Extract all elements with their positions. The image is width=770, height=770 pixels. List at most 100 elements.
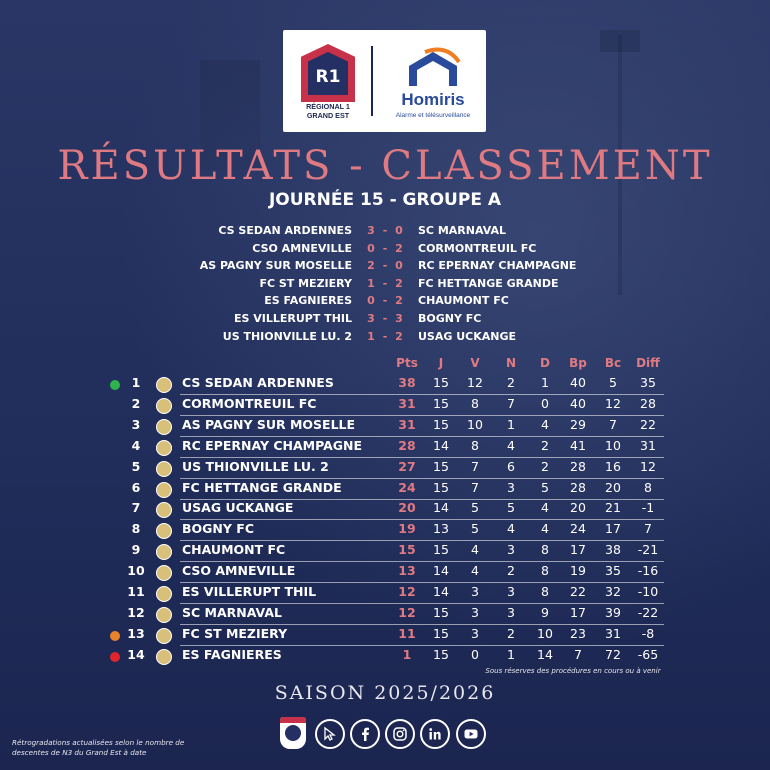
team-name: FC HETTANGE GRANDE — [182, 479, 342, 495]
result-home-score: 3 — [367, 224, 375, 237]
standings-row: 5 US THIONVILLE LU. 2 27 15 7 6 2 28 16 12 — [0, 459, 770, 480]
result-home-score: 0 — [367, 294, 375, 308]
team-name: ES FAGNIERES — [182, 646, 282, 662]
stat-diff: 31 — [640, 437, 656, 453]
result-home-team: CS SEDAN ARDENNES — [218, 224, 352, 237]
header-d: D — [540, 356, 550, 370]
stat-v: 10 — [467, 416, 483, 432]
header-bc: Bc — [604, 356, 622, 370]
row-divider — [180, 394, 664, 395]
status-dot — [110, 630, 120, 641]
stat-j: 15 — [433, 458, 449, 474]
result-home-team: US THIONVILLE LU. 2 — [222, 329, 352, 343]
team-crest-icon — [156, 606, 172, 623]
stat-bp: 7 — [574, 646, 582, 662]
stat-bc: 20 — [605, 479, 621, 495]
stat-j: 14 — [433, 563, 449, 579]
row-divider — [180, 582, 664, 584]
header-n: N — [505, 356, 517, 370]
facebook-icon[interactable] — [350, 719, 380, 749]
logo-panel: R1 RÉGIONAL 1 GRAND EST Homiris Alarme e… — [283, 30, 486, 132]
result-home-score: 1 — [367, 276, 375, 290]
cursor-icon[interactable] — [315, 719, 345, 749]
stat-diff: -1 — [641, 500, 655, 516]
result-home-team: CSO AMNEVILLE — [252, 241, 352, 255]
header-v: V — [470, 356, 480, 370]
stat-j: 15 — [433, 625, 449, 641]
stat-j: 15 — [433, 604, 449, 620]
result-row: FC ST MEZIERY 1-2 FC HETTANGE GRANDE — [0, 277, 770, 294]
result-row: CSO AMNEVILLE 0-2 CORMONTREUIL FC — [0, 242, 770, 259]
standings-row: 4 RC EPERNAY CHAMPAGNE 28 14 8 4 2 41 10 31 — [0, 438, 770, 459]
standings-row: 8 BOGNY FC 19 13 5 4 4 24 17 7 — [0, 521, 770, 542]
stat-j: 15 — [433, 375, 449, 390]
stat-diff: 22 — [640, 416, 656, 432]
result-away-score: 2 — [395, 329, 403, 343]
team-name: FC ST MEZIERY — [182, 625, 288, 641]
result-away-score: 0 — [395, 224, 403, 237]
result-score-dash: - — [382, 241, 388, 255]
header-diff: Diff — [636, 356, 660, 370]
stat-bp: 28 — [570, 479, 586, 495]
result-row: US THIONVILLE LU. 2 1-2 USAG UCKANGE — [0, 330, 770, 347]
stat-j: 13 — [433, 521, 449, 537]
standings-row: 2 CORMONTREUIL FC 31 15 8 7 0 40 12 28 — [0, 396, 770, 417]
team-name: CSO AMNEVILLE — [182, 563, 296, 579]
stat-d: 0 — [541, 395, 549, 411]
result-away-team: SC MARNAVAL — [418, 224, 507, 237]
header-pts: Pts — [396, 356, 418, 370]
stat-bp: 41 — [570, 437, 586, 453]
team-crest-icon — [156, 418, 172, 435]
team-crest-icon — [156, 502, 172, 519]
team-rank: 1 — [131, 375, 141, 390]
stat-v: 12 — [467, 375, 483, 390]
standings-row: 11 ES VILLERUPT THIL 12 14 3 3 8 22 32 -10 — [0, 584, 770, 605]
stat-n: 4 — [507, 521, 515, 537]
result-row: ES FAGNIERES 0-2 CHAUMONT FC — [0, 294, 770, 311]
stat-j: 14 — [433, 584, 449, 599]
r1-logo: R1 — [301, 44, 355, 102]
team-rank: 4 — [131, 437, 141, 453]
standings-row: 10 CSO AMNEVILLE 13 14 4 2 8 19 35 -16 — [0, 563, 770, 584]
result-home-score: 3 — [367, 312, 375, 325]
stat-v: 7 — [471, 479, 479, 495]
instagram-icon[interactable] — [385, 719, 415, 749]
stat-d: 4 — [541, 500, 549, 516]
stat-d: 14 — [537, 646, 553, 662]
stat-n: 2 — [507, 375, 515, 390]
homiris-house-icon — [409, 47, 461, 86]
team-rank: 7 — [131, 500, 141, 516]
row-divider — [180, 644, 664, 646]
stat-bc: 7 — [609, 416, 617, 432]
standings-row: 1 CS SEDAN ARDENNES 38 15 12 2 1 40 5 35 — [0, 375, 770, 396]
linkedin-icon[interactable] — [420, 719, 450, 749]
status-dot — [110, 380, 120, 390]
result-home-team: AS PAGNY SUR MOSELLE — [199, 259, 352, 273]
result-row: CS SEDAN ARDENNES 3-0 SC MARNAVAL — [0, 224, 770, 241]
stat-diff: -21 — [637, 542, 659, 558]
stat-d: 8 — [541, 542, 549, 558]
result-away-score: 0 — [395, 259, 403, 273]
stat-v: 4 — [471, 563, 479, 579]
stat-diff: 28 — [640, 395, 656, 411]
team-crest-icon — [156, 481, 172, 498]
row-divider — [180, 561, 664, 563]
header-bp: Bp — [569, 356, 587, 370]
stat-n: 3 — [507, 584, 515, 599]
stat-j: 14 — [433, 437, 449, 453]
result-away-team: RC EPERNAY CHAMPAGNE — [418, 259, 577, 273]
result-away-team: FC HETTANGE GRANDE — [418, 276, 559, 290]
youtube-icon[interactable] — [456, 719, 486, 749]
stat-diff: -16 — [637, 563, 659, 579]
stat-pts: 11 — [398, 625, 416, 641]
result-score-dash: - — [382, 259, 388, 273]
stat-pts: 38 — [398, 375, 416, 390]
team-name: USAG UCKANGE — [182, 500, 294, 516]
page-title: RÉSULTATS - CLASSEMENT — [57, 143, 713, 189]
stat-bp: 17 — [570, 542, 586, 558]
stat-bp: 40 — [570, 395, 586, 411]
status-dot — [110, 651, 120, 662]
stat-n: 1 — [507, 646, 515, 662]
row-divider — [180, 498, 664, 500]
relegation-footnote: Rétrogradations actualisées selon le nom… — [12, 738, 185, 757]
